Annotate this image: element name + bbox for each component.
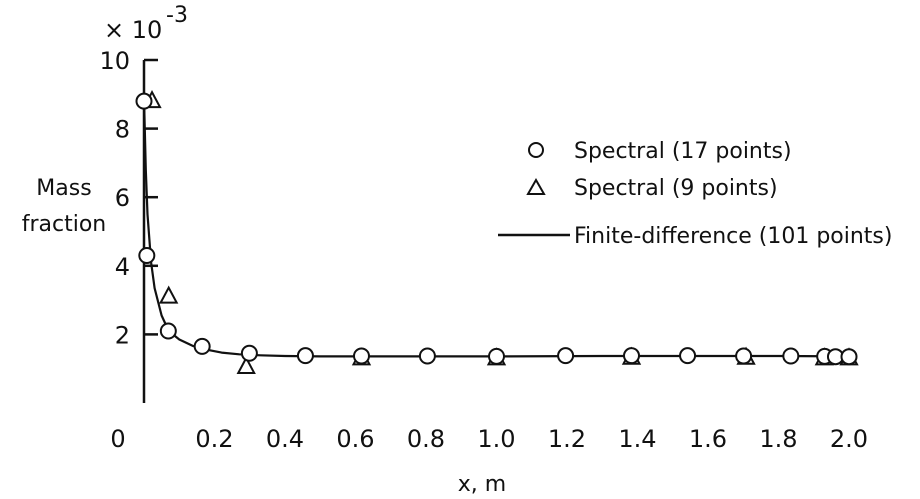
data-markers [135, 90, 859, 374]
axes [142, 58, 158, 403]
x-tick-label: 0.4 [266, 425, 304, 453]
x-tick-label: 1.4 [618, 425, 656, 453]
x-tick-label: 0.8 [407, 425, 445, 453]
tick-labels: 2 4 6 8 10 0 0.2 0.4 0.6 0.8 1.0 1.2 1.4 1.6 1.8 2.0 [99, 47, 868, 453]
y-tick-label: 4 [115, 253, 130, 281]
y-tick-label: 8 [115, 116, 130, 144]
y-tick-label: 2 [115, 321, 130, 349]
spectral-17-point [735, 347, 753, 365]
spectral-17-point [840, 348, 858, 366]
y-tick-label: 6 [115, 184, 130, 212]
spectral-17-point [193, 337, 211, 355]
spectral-17-point [352, 347, 370, 365]
legend: Spectral (17 points) Spectral (9 points)… [498, 139, 892, 249]
x-tick-label: 0.2 [195, 425, 233, 453]
spectral-17-point [418, 347, 436, 365]
spectral-17-point [557, 347, 575, 365]
x-tick-label: 1.6 [689, 425, 727, 453]
y-axis-title-line2: fraction [22, 212, 107, 237]
spectral-17-point [782, 347, 800, 365]
x-tick-label: 0 [110, 425, 125, 453]
y-tick-label: 10 [99, 47, 130, 75]
y-axis-title-line1: Mass [36, 176, 91, 201]
spectral-17-point [296, 347, 314, 365]
legend-label-finite-difference: Finite-difference (101 points) [574, 224, 892, 249]
x-tick-label: 0.6 [336, 425, 374, 453]
legend-circle-marker [528, 142, 544, 158]
x-tick-label: 1.8 [759, 425, 797, 453]
spectral-17-point [623, 347, 641, 365]
x-tick-label: 2.0 [830, 425, 868, 453]
spectral-9-point [236, 355, 256, 374]
y-multiplier-exponent: -3 [166, 3, 188, 28]
y-multiplier: × 10 [104, 16, 162, 44]
legend-label-spectral-17: Spectral (17 points) [574, 139, 792, 164]
legend-label-spectral-9: Spectral (9 points) [574, 176, 778, 201]
spectral-9-point [159, 285, 179, 304]
spectral-17-point [135, 92, 153, 110]
spectral-17-point [138, 247, 156, 265]
x-tick-label: 1.2 [548, 425, 586, 453]
spectral-17-point [240, 344, 258, 362]
x-tick-label: 1.0 [477, 425, 515, 453]
spectral-17-point [679, 347, 697, 365]
x-axis-title: x, m [458, 472, 506, 497]
spectral-17-point [488, 347, 505, 365]
y-multiplier-prefix: × 10 [104, 16, 162, 44]
spectral-17-point [159, 322, 177, 340]
legend-triangle-marker [526, 177, 546, 195]
